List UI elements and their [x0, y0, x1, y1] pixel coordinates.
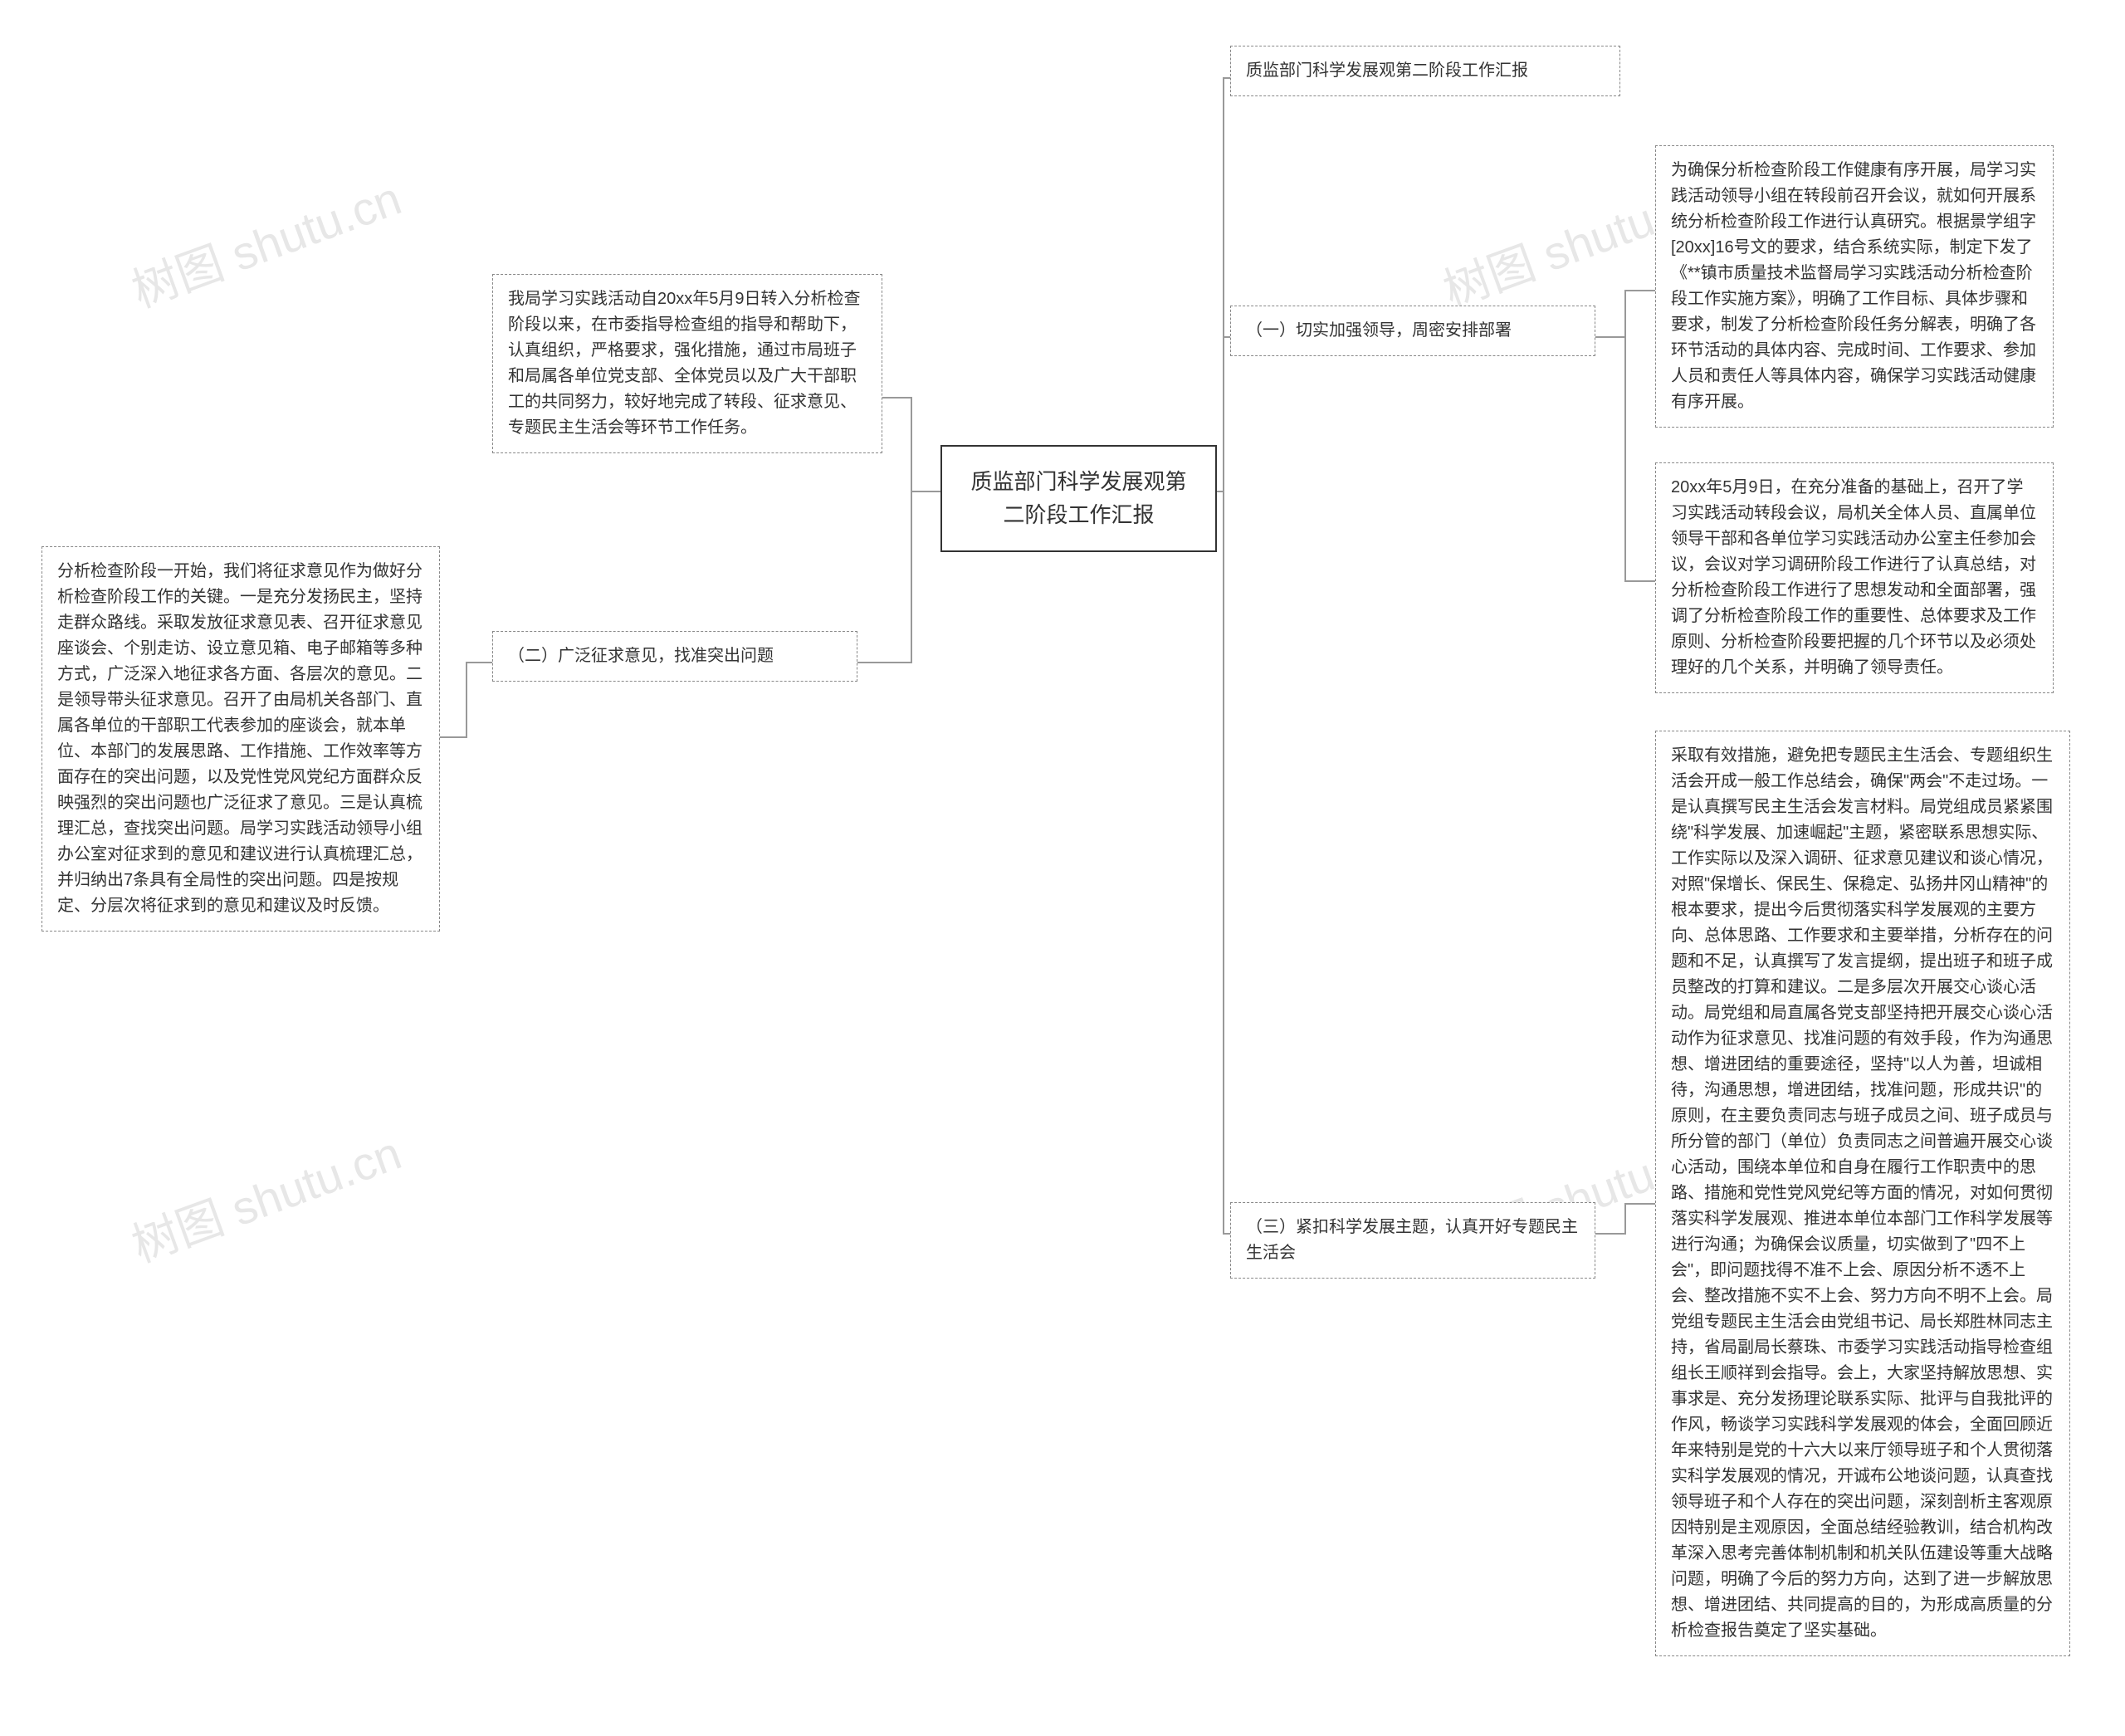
- watermark: 树图 shutu.cn: [121, 161, 409, 320]
- node-section2-detail: 分析检查阶段一开始，我们将征求意见作为做好分析检查阶段工作的关键。一是充分发扬民…: [42, 546, 440, 932]
- watermark: 树图 shutu.cn: [121, 1116, 409, 1275]
- node-section3: （三）紧扣科学发展主题，认真开好专题民主生活会: [1230, 1202, 1595, 1279]
- node-section1-detail-a: 为确保分析检查阶段工作健康有序开展，局学习实践活动领导小组在转段前召开会议，就如…: [1655, 145, 2054, 428]
- node-section3-detail: 采取有效措施，避免把专题民主生活会、专题组织生活会开成一般工作总结会，确保"两会…: [1655, 731, 2070, 1656]
- node-section2: （二）广泛征求意见，找准突出问题: [492, 631, 857, 682]
- node-title-dup: 质监部门科学发展观第二阶段工作汇报: [1230, 46, 1620, 96]
- node-section1-detail-b: 20xx年5月9日，在充分准备的基础上，召开了学习实践活动转段会议，局机关全体人…: [1655, 462, 2054, 693]
- root-node: 质监部门科学发展观第二阶段工作汇报: [940, 445, 1217, 552]
- node-section1: （一）切实加强领导，周密安排部署: [1230, 306, 1595, 356]
- node-intro: 我局学习实践活动自20xx年5月9日转入分析检查阶段以来，在市委指导检查组的指导…: [492, 274, 882, 453]
